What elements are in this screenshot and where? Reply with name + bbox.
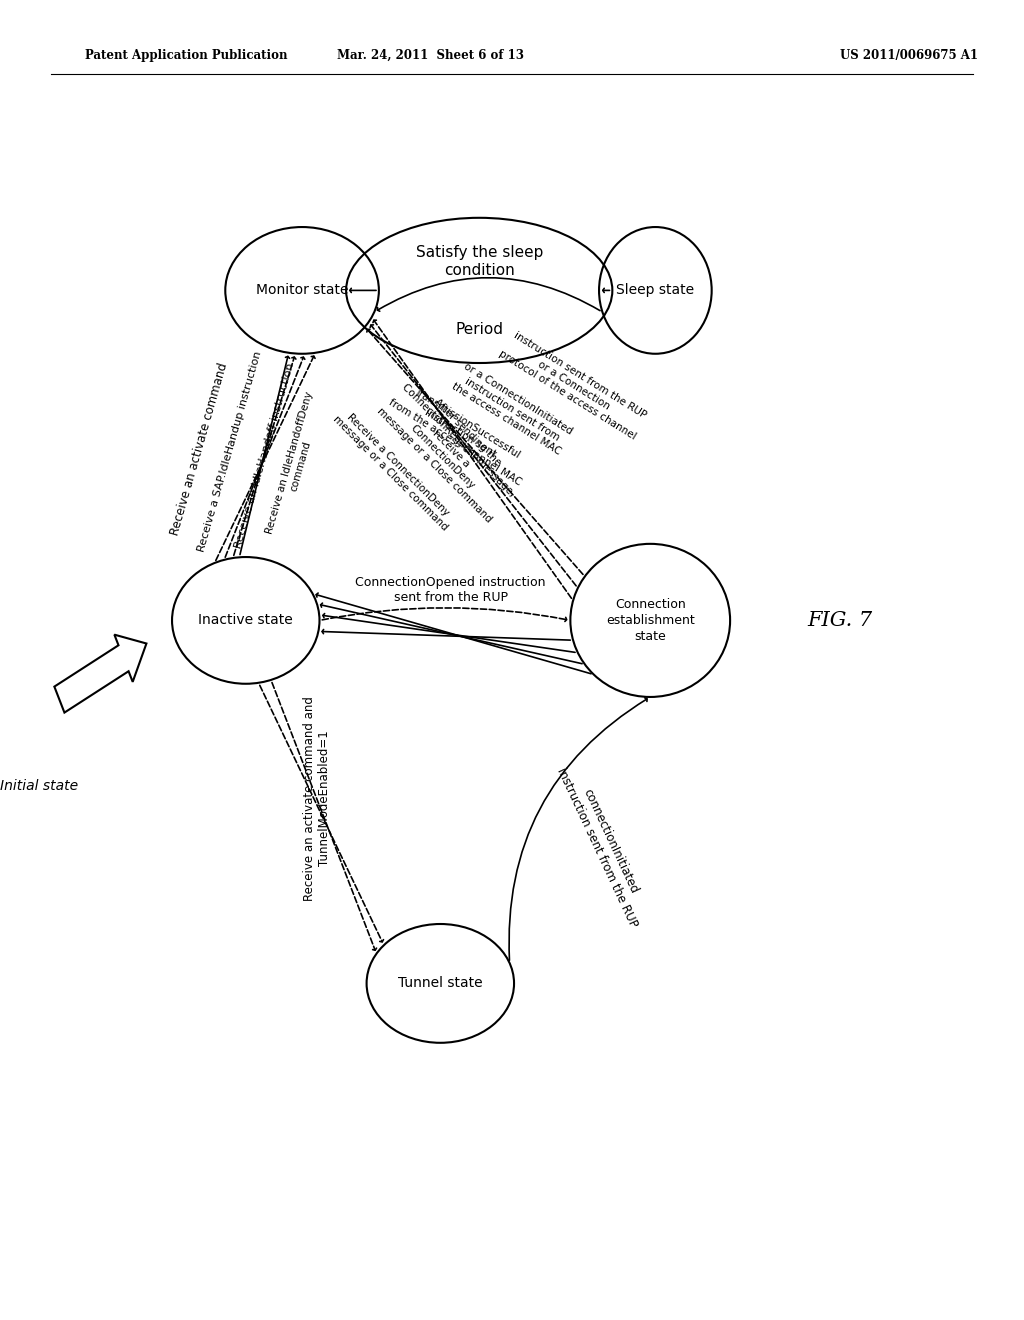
Text: or a ConnectionInitiated
instruction sent from
the access channel MAC: or a ConnectionInitiated instruction sen… [450,362,574,457]
Text: Satisfy the sleep
condition: Satisfy the sleep condition [416,244,543,279]
Text: Receive an activate command and
TunnelModeEnabled=1: Receive an activate command and TunnelMo… [303,696,332,902]
FancyArrow shape [54,635,146,713]
Text: Inactive state: Inactive state [199,614,293,627]
Text: Receive a ConnectionDeny
message or a Close command: Receive a ConnectionDeny message or a Cl… [331,405,458,532]
Text: FIG. 7: FIG. 7 [807,611,872,630]
Text: Receive an IdleHandoffDeny
command: Receive an IdleHandoffDeny command [264,391,326,539]
Text: ConnectionOpened instruction
sent from the RUP: ConnectionOpened instruction sent from t… [355,576,546,605]
Text: Receive a SAP.IdleHandup instruction: Receive a SAP.IdleHandup instruction [197,350,264,553]
Text: Sleep state: Sleep state [616,284,694,297]
Text: Receive an activate command: Receive an activate command [169,362,230,536]
Text: instruction sent from the RUP
or a Connection
protocol of the access channel: instruction sent from the RUP or a Conne… [497,329,650,442]
Text: Mar. 24, 2011  Sheet 6 of 13: Mar. 24, 2011 Sheet 6 of 13 [337,49,523,62]
Text: Initial state: Initial state [0,779,78,793]
Text: Patent Application Publication: Patent Application Publication [85,49,288,62]
Text: Monitor state: Monitor state [256,284,348,297]
Text: Connection
establishment
state: Connection establishment state [606,598,694,643]
Text: US 2011/0069675 A1: US 2011/0069675 A1 [840,49,978,62]
Text: Period: Period [456,322,503,338]
Text: After sending the
ConnectionRequest message,
receive a
ConnectionDeny
message or: After sending the ConnectionRequest mess… [375,374,526,524]
Text: TransmissionSuccessful
instruction sent
from the access channel MAC: TransmissionSuccessful instruction sent … [386,378,536,488]
Text: connectionInitiated
instruction sent from the RUP: connectionInitiated instruction sent fro… [555,760,653,929]
Text: Tunnel state: Tunnel state [398,977,482,990]
Text: Receive an IdleHandoff instruction: Receive an IdleHandoff instruction [232,362,296,549]
